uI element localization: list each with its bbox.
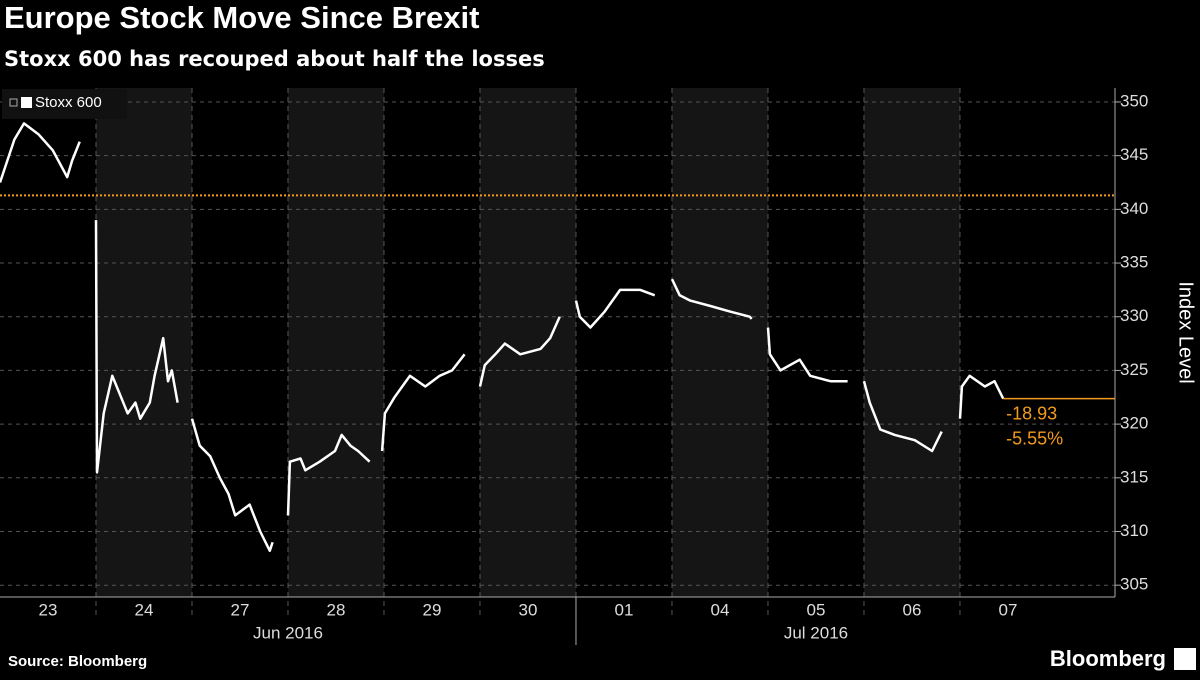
day-shade (671, 88, 768, 597)
x-tick-label: 04 (711, 600, 730, 619)
y-tick-label: 325 (1120, 360, 1148, 379)
x-tick-label: 28 (327, 600, 346, 619)
brand-icon (1174, 648, 1196, 670)
x-tick-label: 29 (423, 600, 442, 619)
y-axis-label: Index Level (1175, 281, 1197, 383)
change-label: -18.93 (1006, 403, 1057, 423)
y-tick-label: 310 (1120, 521, 1148, 540)
change-label: -5.55% (1006, 428, 1063, 448)
legend-swatch (21, 97, 32, 108)
x-tick-label: 24 (135, 600, 154, 619)
y-tick-label: 345 (1120, 145, 1148, 164)
y-tick-label: 350 (1120, 91, 1148, 110)
month-label: Jul 2016 (784, 623, 848, 642)
y-tick-label: 335 (1120, 253, 1148, 272)
y-tick-label: 340 (1120, 199, 1148, 218)
x-tick-label: 27 (231, 600, 250, 619)
x-tick-label: 01 (615, 600, 634, 619)
y-tick-label: 315 (1120, 467, 1148, 486)
day-shade (863, 88, 960, 597)
series-line (0, 122, 1005, 553)
y-tick-label: 330 (1120, 306, 1148, 325)
x-tick-label: 30 (519, 600, 538, 619)
day-shade (95, 88, 192, 597)
day-shade (479, 88, 576, 597)
legend-label: Stoxx 600 (35, 94, 102, 111)
month-label: Jun 2016 (253, 623, 323, 642)
y-tick-label: 320 (1120, 414, 1148, 433)
source: Source: Bloomberg (8, 653, 147, 670)
x-tick-label: 05 (807, 600, 826, 619)
brand: Bloomberg (1050, 646, 1166, 671)
y-tick-label: 305 (1120, 575, 1148, 594)
chart-title: Europe Stock Move Since Brexit (4, 0, 479, 35)
chart-subtitle: Stoxx 600 has recouped about half the lo… (4, 47, 545, 71)
x-tick-label: 07 (999, 600, 1018, 619)
x-tick-label: 23 (39, 600, 58, 619)
x-tick-label: 06 (903, 600, 922, 619)
day-shade (287, 88, 384, 597)
legend-toggle (9, 98, 18, 107)
